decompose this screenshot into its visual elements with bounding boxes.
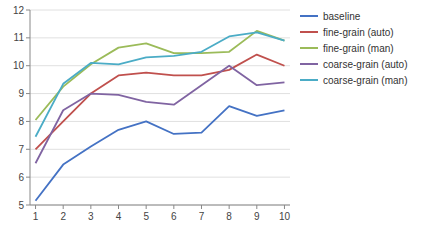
y-tick xyxy=(26,121,30,122)
x-tick xyxy=(35,205,36,209)
x-tick xyxy=(118,205,119,209)
y-tick xyxy=(26,93,30,94)
axes: 5678910111212345678910 xyxy=(13,5,291,223)
legend-swatch xyxy=(300,31,318,33)
legend-label: fine-grain (man) xyxy=(323,43,394,54)
y-tick-label: 10 xyxy=(13,60,25,71)
x-tick xyxy=(63,205,64,209)
grid-line xyxy=(30,177,290,178)
grid-line xyxy=(30,37,290,38)
x-tick-label: 8 xyxy=(226,211,232,222)
grid-line xyxy=(30,10,290,11)
x-tick xyxy=(90,205,91,209)
y-tick-label: 6 xyxy=(18,172,24,183)
x-tick-label: 7 xyxy=(199,211,205,222)
x-tick-label: 1 xyxy=(33,211,39,222)
legend-swatch xyxy=(300,15,318,17)
y-tick xyxy=(26,65,30,66)
x-tick xyxy=(201,205,202,209)
x-tick-label: 3 xyxy=(88,211,94,222)
x-tick-label: 9 xyxy=(254,211,260,222)
series-line xyxy=(36,32,285,136)
x-tick xyxy=(173,205,174,209)
legend-label: baseline xyxy=(323,11,361,22)
y-tick-label: 8 xyxy=(18,116,24,127)
x-tick-label: 10 xyxy=(279,211,291,222)
chart: 5678910111212345678910baselinefine-grain… xyxy=(0,0,432,227)
y-tick-label: 9 xyxy=(18,88,24,99)
series-lines xyxy=(36,31,285,201)
x-axis-line xyxy=(30,205,290,206)
legend-swatch xyxy=(300,79,318,81)
grid-line xyxy=(30,93,290,94)
y-tick-label: 5 xyxy=(18,200,24,211)
grid xyxy=(30,10,290,205)
background xyxy=(0,0,432,227)
x-tick xyxy=(284,205,285,209)
x-tick-label: 2 xyxy=(60,211,66,222)
x-tick xyxy=(146,205,147,209)
x-tick-label: 5 xyxy=(143,211,149,222)
legend-label: coarse-grain (auto) xyxy=(323,59,407,70)
y-tick xyxy=(26,177,30,178)
x-tick xyxy=(229,205,230,209)
x-tick-label: 6 xyxy=(171,211,177,222)
x-tick-label: 4 xyxy=(116,211,122,222)
grid-line xyxy=(30,65,290,66)
series-line xyxy=(36,55,285,150)
y-tick-label: 12 xyxy=(13,5,25,16)
legend-label: coarse-grain (man) xyxy=(323,75,407,86)
legend: baseline fine-grain (auto) fine-grain (man… xyxy=(300,11,407,86)
y-tick xyxy=(26,37,30,38)
legend-swatch xyxy=(300,47,318,49)
x-tick xyxy=(256,205,257,209)
grid-line xyxy=(30,121,290,122)
grid-line xyxy=(30,149,290,150)
y-axis-line xyxy=(30,10,31,205)
y-tick xyxy=(26,10,30,11)
grid-line xyxy=(30,205,290,206)
y-tick-label: 7 xyxy=(18,144,24,155)
legend-swatch xyxy=(300,63,318,65)
y-tick xyxy=(26,205,30,206)
series-line xyxy=(36,66,285,164)
y-tick-label: 11 xyxy=(14,32,25,43)
series-line xyxy=(36,106,285,201)
legend-label: fine-grain (auto) xyxy=(323,27,394,38)
y-tick xyxy=(26,149,30,150)
